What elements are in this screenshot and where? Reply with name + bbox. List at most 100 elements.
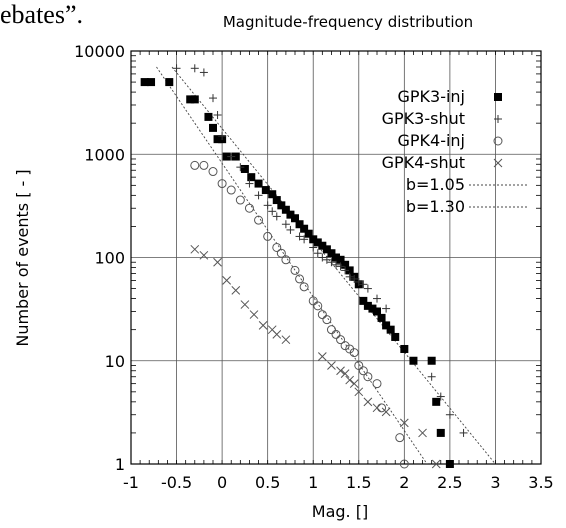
point-gpk4-shut [317, 352, 327, 361]
point-gpk4-inj [235, 195, 245, 205]
point-gpk3-shut [295, 232, 304, 241]
page-fragment-text: ebates”. [0, 0, 84, 29]
point-gpk4-inj [336, 335, 346, 345]
point-gpk4-inj [299, 282, 309, 292]
point-gpk3-inj [341, 260, 350, 269]
point-gpk3-inj [318, 241, 327, 250]
point-gpk3-inj [386, 325, 395, 334]
point-gpk3-shut [236, 163, 245, 172]
point-gpk3-shut [363, 284, 372, 293]
point-gpk3-inj [377, 313, 386, 322]
point-gpk3-shut [190, 64, 199, 73]
y-axis-ticks: 1 10 100 1000 10000 [74, 42, 541, 474]
data-points [140, 64, 468, 469]
point-gpk3-shut [209, 94, 217, 103]
point-gpk3-inj [300, 224, 309, 233]
legend-marker-gpk3-inj [494, 93, 502, 101]
point-gpk3-inj [336, 255, 345, 264]
point-gpk3-inj [268, 190, 277, 199]
point-gpk4-inj [217, 179, 227, 189]
point-gpk4-inj [199, 160, 209, 170]
legend-label: GPK4-shut [382, 153, 465, 172]
x-tick-label: 1 [308, 473, 318, 492]
point-gpk4-inj [322, 315, 332, 325]
legend-marker-gpk4-inj [493, 136, 503, 146]
x-tick-label: -1 [123, 473, 139, 492]
point-gpk3-shut [313, 249, 322, 258]
point-gpk3-shut [213, 110, 222, 119]
point-gpk3-inj [432, 397, 441, 406]
point-gpk3-inj [359, 296, 368, 305]
point-gpk4-shut [272, 330, 282, 339]
x-tick-label: 2 [399, 473, 409, 492]
point-gpk4-shut [258, 321, 268, 330]
point-gpk3-shut [436, 392, 445, 401]
point-gpk4-inj [276, 248, 286, 258]
point-gpk3-inj [382, 321, 391, 330]
y-tick-label: 1 [115, 455, 125, 474]
point-gpk3-shut [341, 266, 350, 275]
point-gpk3-inj [332, 253, 340, 262]
point-gpk3-inj [240, 164, 249, 173]
point-gpk3-shut [268, 207, 277, 216]
point-gpk4-shut [190, 244, 200, 254]
point-gpk4-shut [372, 403, 382, 413]
point-gpk4-inj [272, 242, 282, 252]
point-gpk3-inj [190, 95, 199, 104]
point-gpk3-shut [445, 410, 454, 419]
point-gpk4-inj [340, 341, 350, 351]
point-gpk3-inj [445, 460, 454, 468]
point-gpk3-inj [286, 210, 295, 219]
point-gpk4-inj [281, 255, 291, 265]
legend-label: GPK4-inj [397, 131, 465, 150]
x-tick-label: 1.5 [346, 473, 371, 492]
point-gpk3-inj [291, 214, 299, 223]
point-gpk4-inj [317, 310, 327, 320]
point-gpk4-inj [349, 348, 359, 358]
point-gpk3-shut [218, 132, 227, 141]
point-gpk3-shut [227, 152, 236, 161]
point-gpk3-inj [313, 238, 322, 247]
point-gpk3-inj [436, 428, 445, 437]
y-tick-label: 1000 [84, 145, 125, 164]
point-gpk4-shut [381, 407, 391, 417]
point-gpk4-shut [281, 335, 291, 345]
point-gpk4-inj [254, 215, 264, 225]
point-gpk3-inj [247, 173, 256, 182]
point-gpk3-shut [354, 277, 363, 286]
point-gpk3-inj [322, 245, 331, 254]
point-gpk3-inj [400, 344, 409, 353]
point-gpk3-inj [231, 152, 240, 161]
x-tick-label: 0 [217, 473, 227, 492]
point-gpk3-shut [427, 372, 436, 381]
point-gpk3-inj [363, 301, 372, 310]
legend-label: GPK3-inj [397, 87, 465, 106]
point-gpk4-inj [331, 329, 341, 339]
point-gpk3-inj [427, 356, 436, 365]
point-gpk3-shut [172, 64, 181, 73]
point-gpk3-inj [309, 235, 318, 244]
point-gpk4-shut [349, 379, 359, 389]
chart-legend: GPK3-inj GPK3-shut GPK4-inj GPK4-shut b=1.05… [382, 87, 527, 216]
point-gpk3-inj [254, 179, 263, 188]
point-gpk3-shut [286, 225, 295, 234]
point-gpk3-shut [318, 253, 327, 262]
point-gpk3-inj [409, 356, 418, 365]
point-gpk3-inj [304, 229, 313, 238]
point-gpk3-inj [222, 152, 231, 161]
point-gpk3-inj [272, 196, 281, 205]
point-gpk3-shut [199, 68, 208, 77]
point-gpk3-shut [459, 428, 468, 437]
point-gpk3-inj [327, 249, 336, 258]
point-gpk3-inj [391, 332, 400, 341]
series-gpk3-inj [140, 78, 454, 468]
point-gpk3-shut [254, 191, 263, 200]
point-gpk4-inj [372, 379, 382, 389]
point-gpk4-inj [290, 265, 300, 275]
point-gpk3-shut [350, 274, 359, 283]
legend-label: GPK3-shut [382, 109, 465, 128]
y-tick-label: 10000 [74, 42, 125, 61]
point-gpk4-inj [358, 366, 368, 376]
point-gpk4-inj [226, 185, 236, 195]
legend-label: b=1.05 [406, 175, 465, 194]
